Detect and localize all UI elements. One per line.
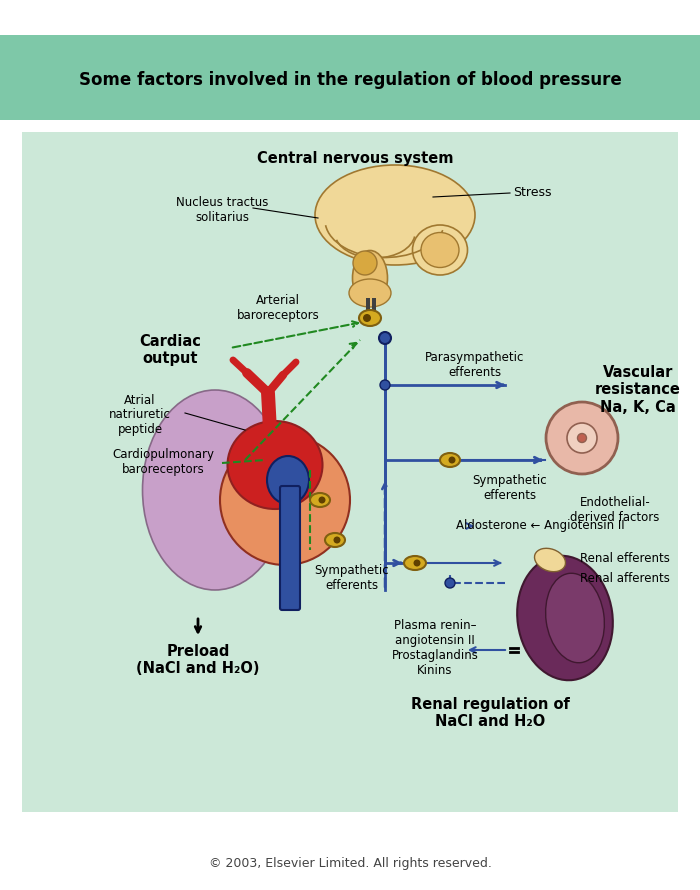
Text: Stress: Stress [513,187,552,199]
Circle shape [578,433,587,442]
Ellipse shape [404,556,426,570]
Ellipse shape [220,435,350,565]
Text: Arterial
baroreceptors: Arterial baroreceptors [237,294,319,322]
Text: Cardiac
output: Cardiac output [139,334,201,366]
Ellipse shape [325,533,345,547]
Text: Sympathetic
efferents: Sympathetic efferents [315,564,389,592]
Ellipse shape [535,548,566,571]
Ellipse shape [545,573,604,663]
Circle shape [445,578,455,588]
Text: © 2003, Elsevier Limited. All rights reserved.: © 2003, Elsevier Limited. All rights res… [209,856,491,870]
Bar [366,298,370,316]
Ellipse shape [421,232,459,268]
Text: Endothelial-
derived factors: Endothelial- derived factors [570,496,659,524]
Circle shape [380,380,390,390]
Text: Parasympathetic
efferents: Parasympathetic efferents [426,351,525,379]
Text: Vascular
resistance
Na, K, Ca: Vascular resistance Na, K, Ca [595,365,681,415]
Text: Preload
(NaCl and H₂O): Preload (NaCl and H₂O) [136,643,260,676]
Text: Aldosterone ← Angiotensin II: Aldosterone ← Angiotensin II [456,520,624,532]
Bar [0,35,700,120]
Ellipse shape [359,310,381,326]
Ellipse shape [412,225,468,275]
Circle shape [333,537,340,544]
Text: Sympathetic
efferents: Sympathetic efferents [473,474,547,502]
Text: Renal afferents: Renal afferents [580,571,670,585]
Circle shape [449,457,456,464]
Ellipse shape [440,453,460,467]
Text: Cardiopulmonary
baroreceptors: Cardiopulmonary baroreceptors [112,448,214,476]
Text: Central nervous system: Central nervous system [257,150,454,166]
Text: Renal regulation of
NaCl and H₂O: Renal regulation of NaCl and H₂O [411,697,569,729]
Text: Some factors involved in the regulation of blood pressure: Some factors involved in the regulation … [78,71,622,89]
Text: Atrial
natriuretic
peptide: Atrial natriuretic peptide [109,393,171,436]
Circle shape [379,332,391,344]
Ellipse shape [143,390,288,590]
Bar [22,132,678,812]
Circle shape [363,314,371,322]
Ellipse shape [267,456,309,504]
Ellipse shape [567,423,597,453]
Circle shape [318,497,326,504]
Text: Renal efferents: Renal efferents [580,552,670,564]
Bar [372,298,376,316]
Text: Plasma renin–
angiotensin II
Prostaglandins
Kinins: Plasma renin– angiotensin II Prostagland… [391,619,478,677]
Ellipse shape [315,165,475,265]
Circle shape [414,560,421,567]
Ellipse shape [517,555,612,680]
FancyBboxPatch shape [280,486,300,610]
Ellipse shape [349,279,391,307]
Ellipse shape [310,493,330,507]
Ellipse shape [353,250,388,305]
Circle shape [353,251,377,275]
Text: Nucleus tractus
solitarius: Nucleus tractus solitarius [176,196,268,224]
Ellipse shape [546,402,618,474]
Ellipse shape [228,421,323,509]
